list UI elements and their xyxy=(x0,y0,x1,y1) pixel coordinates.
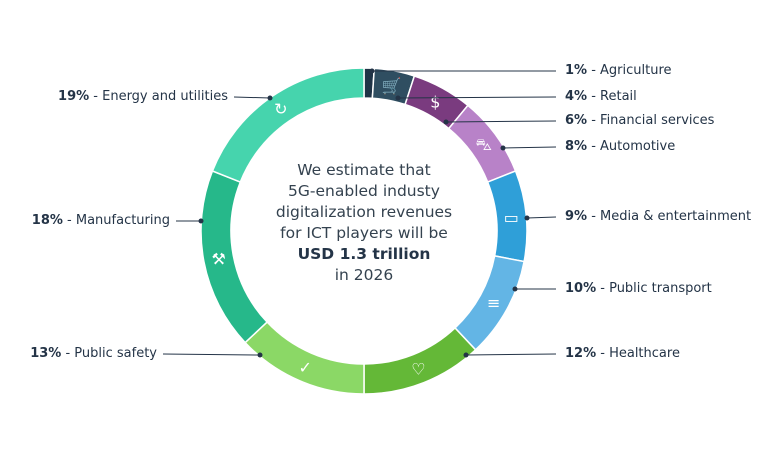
label-energy-and-utilities: 19% - Energy and utilities xyxy=(58,89,228,105)
leader-dot xyxy=(443,119,449,125)
monitor-icon: ▭ xyxy=(504,208,519,227)
leader-dot xyxy=(524,215,530,221)
energy-cycle-icon: ↻ xyxy=(274,100,287,119)
label-percent: 13% xyxy=(30,346,62,361)
leader-dot xyxy=(267,95,273,101)
label-manufacturing: 18% - Manufacturing xyxy=(32,213,170,229)
leader-line xyxy=(502,146,557,149)
label-public-transport: 10% - Public transport xyxy=(565,281,712,297)
label-healthcare: 12% - Healthcare xyxy=(565,346,680,362)
leader-dot xyxy=(500,145,506,151)
label-percent: 1% xyxy=(565,63,588,78)
label-percent: 8% xyxy=(565,139,588,154)
label-percent: 6% xyxy=(565,113,588,128)
robot-arm-icon: ⚒ xyxy=(211,250,225,269)
hand-heart-icon: ♡ xyxy=(411,360,425,379)
label-percent: 9% xyxy=(565,209,588,224)
leader-dot xyxy=(257,352,263,358)
label-percent: 19% xyxy=(58,89,90,104)
shield-check-icon: ✓ xyxy=(299,358,312,377)
label-percent: 4% xyxy=(565,89,588,104)
leader-dot xyxy=(369,68,375,74)
leader-line xyxy=(526,216,557,219)
leader-line xyxy=(162,353,261,356)
leader-line xyxy=(465,353,557,356)
money-bag-icon: $ xyxy=(430,92,440,111)
label-text: - Energy and utilities xyxy=(89,89,228,104)
leader-dot xyxy=(512,286,518,292)
label-text: - Automotive xyxy=(587,139,676,154)
label-text: - Agriculture xyxy=(587,63,672,78)
label-agriculture: 1% - Agriculture xyxy=(565,63,672,79)
center-line: We estimate that xyxy=(297,161,431,179)
leader-line xyxy=(445,120,557,123)
train-icon: ≡ xyxy=(487,293,500,312)
car-icon: ⛍ xyxy=(475,135,492,154)
leader-line xyxy=(397,96,557,99)
label-text: - Public safety xyxy=(61,346,157,361)
center-line: digitalization revenues xyxy=(275,203,453,221)
center-highlight: USD 1.3 trillion xyxy=(297,245,431,263)
label-percent: 12% xyxy=(565,346,597,361)
center-line: 5G-enabled industy xyxy=(288,182,440,200)
label-text: - Media & entertainment xyxy=(587,209,752,224)
label-percent: 10% xyxy=(565,281,597,296)
label-media-entertainment: 9% - Media & entertainment xyxy=(565,209,751,225)
center-text: We estimate that 5G-enabled industy digi… xyxy=(264,160,464,286)
label-text: - Healthcare xyxy=(596,346,680,361)
leader-dot xyxy=(395,95,401,101)
slice-energy-and-utilities xyxy=(211,67,365,184)
leader-dot xyxy=(463,352,469,358)
leader-dot xyxy=(198,218,204,224)
center-line: for ICT players will be xyxy=(280,224,448,242)
label-automotive: 8% - Automotive xyxy=(565,139,675,155)
label-public-safety: 13% - Public safety xyxy=(30,346,157,362)
label-text: - Public transport xyxy=(596,281,712,296)
label-financial-services: 6% - Financial services xyxy=(565,113,714,129)
label-retail: 4% - Retail xyxy=(565,89,637,105)
center-footer: in 2026 xyxy=(334,266,394,284)
label-text: - Financial services xyxy=(587,113,715,128)
label-percent: 18% xyxy=(31,213,63,228)
label-text: - Manufacturing xyxy=(62,213,170,228)
leader-line xyxy=(233,96,271,99)
label-text: - Retail xyxy=(587,89,637,104)
shopping-cart-icon: 🛒 xyxy=(382,77,402,96)
